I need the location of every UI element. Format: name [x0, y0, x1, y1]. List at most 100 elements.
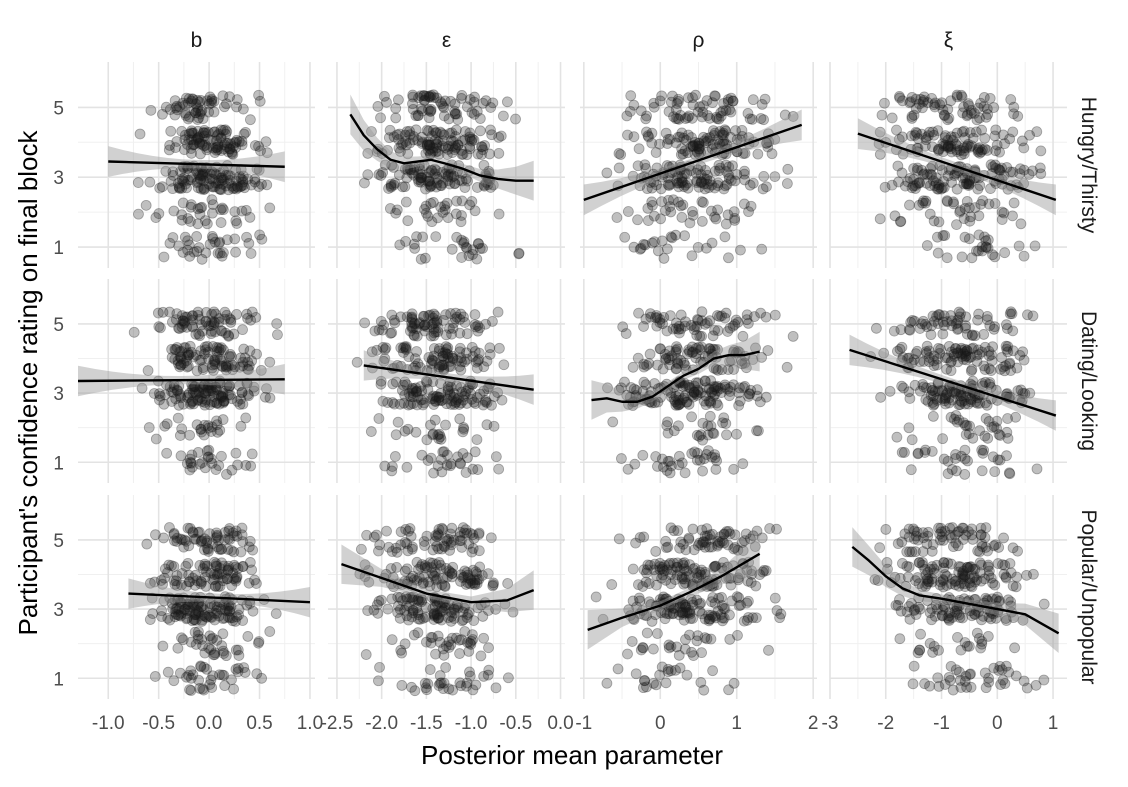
data-point [673, 526, 683, 536]
data-point [906, 131, 916, 141]
data-point [227, 465, 237, 475]
data-point [914, 645, 924, 655]
data-point [628, 564, 638, 574]
data-point [226, 352, 236, 362]
data-point [647, 183, 657, 193]
data-point [1000, 560, 1010, 570]
data-point [205, 174, 215, 184]
data-point [165, 238, 175, 248]
data-point [922, 579, 932, 589]
data-point [602, 168, 612, 178]
data-point [960, 469, 970, 479]
data-point [713, 205, 723, 215]
data-point [212, 608, 222, 618]
data-point [254, 182, 264, 192]
data-point [896, 606, 906, 616]
x-tick-label: -1.5 [410, 713, 443, 734]
data-point [961, 355, 971, 365]
data-point [989, 541, 999, 551]
data-point [472, 363, 482, 373]
data-point [770, 310, 780, 320]
data-point [918, 528, 928, 538]
data-point [657, 91, 667, 101]
data-point [455, 649, 465, 659]
data-point [720, 232, 730, 242]
data-point [913, 573, 923, 583]
data-point [459, 528, 469, 538]
data-point [420, 678, 430, 688]
data-point [441, 662, 451, 672]
data-point [414, 572, 424, 582]
data-point [730, 530, 740, 540]
data-point [946, 311, 956, 321]
data-point [397, 680, 407, 690]
data-point [216, 451, 226, 461]
data-point [944, 398, 954, 408]
data-point [245, 115, 255, 125]
data-point [922, 241, 932, 251]
data-point [488, 98, 498, 108]
data-point [966, 212, 976, 222]
data-point [172, 101, 182, 111]
data-point [391, 430, 401, 440]
data-point [387, 635, 397, 645]
data-point [989, 663, 999, 673]
data-point [1014, 241, 1024, 251]
data-point [904, 562, 914, 572]
data-point [199, 349, 209, 359]
data-point [963, 99, 973, 109]
data-point [708, 126, 718, 136]
data-point [644, 132, 654, 142]
data-point [949, 414, 959, 424]
data-point [448, 354, 458, 364]
data-point [471, 399, 481, 409]
data-point [194, 675, 204, 685]
data-point [985, 93, 995, 103]
data-point [169, 536, 179, 546]
data-point [613, 664, 623, 674]
data-point [206, 329, 216, 339]
data-point [491, 683, 501, 693]
data-point [715, 383, 725, 393]
data-point [954, 667, 964, 677]
data-point [1016, 219, 1026, 229]
data-point [656, 344, 666, 354]
data-point [628, 362, 638, 372]
data-point [1031, 680, 1041, 690]
data-point [196, 203, 206, 213]
data-point [426, 632, 436, 642]
data-point [408, 135, 418, 145]
data-point [468, 565, 478, 575]
data-point [188, 315, 198, 325]
data-point [678, 200, 688, 210]
data-point [215, 184, 225, 194]
data-point [990, 580, 1000, 590]
data-point [729, 207, 739, 217]
data-point [985, 377, 995, 387]
data-point [730, 319, 740, 329]
data-point [491, 452, 501, 462]
data-point [439, 111, 449, 121]
data-point [235, 182, 245, 192]
data-point [197, 254, 207, 264]
data-point [927, 604, 937, 614]
data-point [988, 250, 998, 260]
data-point [474, 348, 484, 358]
data-point [407, 312, 417, 322]
data-point [146, 105, 156, 115]
data-point [420, 320, 430, 330]
data-point [897, 447, 907, 457]
data-point [203, 423, 213, 433]
data-point [271, 609, 281, 619]
data-point [684, 533, 694, 543]
y-tick-label: 1 [53, 453, 64, 474]
data-point [494, 464, 504, 474]
data-point [141, 200, 151, 210]
data-point [154, 395, 164, 405]
data-point [418, 311, 428, 321]
data-point [204, 445, 214, 455]
data-point [449, 535, 459, 545]
data-point [618, 322, 628, 332]
data-point [620, 232, 630, 242]
data-point [1039, 599, 1049, 609]
